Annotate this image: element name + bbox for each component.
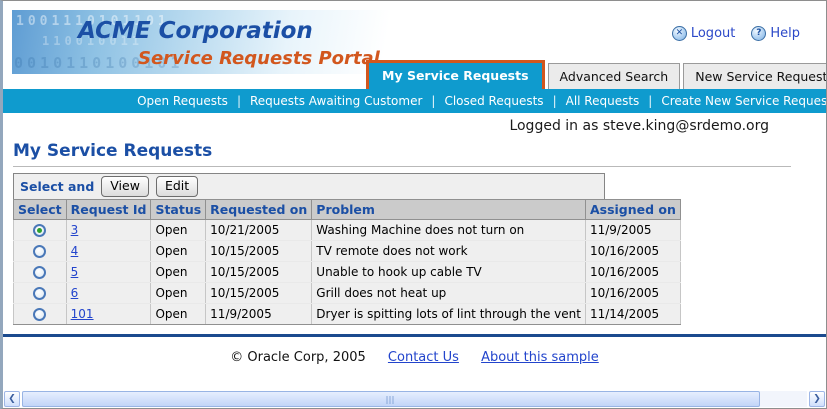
scroll-left-arrow[interactable]: ❮ <box>4 391 20 407</box>
status-cell: Open <box>150 261 207 283</box>
nav-separator: | <box>648 94 653 108</box>
column-header-requested-on: Requested on <box>205 199 313 220</box>
problem-cell: Grill does not heat up <box>311 282 586 304</box>
secondary-navbar: Open Requests | Requests Awaiting Custom… <box>3 89 826 113</box>
table-toolbar: Select and View Edit <box>13 173 605 199</box>
contact-us-link[interactable]: Contact Us <box>387 350 459 365</box>
logout-label: Logout <box>690 26 736 41</box>
table-row: 5 Open 10/15/2005 Unable to hook up cabl… <box>13 261 681 283</box>
problem-cell: Unable to hook up cable TV <box>311 261 586 283</box>
problem-cell: Dryer is spitting lots of lint through t… <box>311 303 586 325</box>
nav-separator: | <box>431 94 436 108</box>
assigned-on-cell: 10/16/2005 <box>584 282 681 304</box>
problem-cell: TV remote does not work <box>311 240 586 262</box>
page-title: My Service Requests <box>13 141 213 161</box>
nav-open-requests[interactable]: Open Requests <box>137 94 228 108</box>
page-footer: © Oracle Corp, 2005 Contact Us About thi… <box>3 350 826 365</box>
request-id-link[interactable]: 4 <box>70 244 79 258</box>
column-header-status: Status <box>150 199 207 220</box>
request-id-link[interactable]: 5 <box>70 265 79 279</box>
help-icon: ? <box>751 26 767 41</box>
title-divider <box>13 166 791 167</box>
row-select-radio[interactable] <box>33 266 47 279</box>
nav-closed-requests[interactable]: Closed Requests <box>444 94 544 108</box>
requested-on-cell: 10/15/2005 <box>205 240 313 262</box>
edit-button[interactable]: Edit <box>155 175 199 198</box>
table-row: 6 Open 10/15/2005 Grill does not heat up… <box>13 282 681 304</box>
request-id-link[interactable]: 101 <box>70 307 94 321</box>
requested-on-cell: 10/21/2005 <box>205 219 313 241</box>
column-header-problem: Problem <box>311 199 586 220</box>
problem-cell: Washing Machine does not turn on <box>311 219 586 241</box>
help-link[interactable]: ? Help <box>751 26 800 41</box>
table-row: 101 Open 11/9/2005 Dryer is spitting lot… <box>13 303 681 325</box>
tab-advanced-search[interactable]: Advanced Search <box>547 63 681 89</box>
app-banner: 1001110101101 0010110100101 110010011 AC… <box>12 10 414 74</box>
select-and-label: Select and <box>20 179 95 194</box>
scrollbar-thumb[interactable] <box>22 391 760 407</box>
service-requests-table: Select Request Id Status Requested on Pr… <box>13 199 681 325</box>
scroll-right-arrow[interactable]: ❯ <box>809 391 825 407</box>
table-row: 3 Open 10/21/2005 Washing Machine does n… <box>13 219 681 241</box>
nav-requests-awaiting-customer[interactable]: Requests Awaiting Customer <box>249 94 423 108</box>
logged-in-status: Logged in as steve.king@srdemo.org <box>509 118 769 134</box>
assigned-on-cell: 11/9/2005 <box>584 219 681 241</box>
status-cell: Open <box>150 282 207 304</box>
column-header-request-id: Request Id <box>65 199 152 220</box>
row-select-radio[interactable] <box>33 245 47 258</box>
assigned-on-cell: 10/16/2005 <box>584 240 681 262</box>
horizontal-scrollbar: ❮ ❯ <box>3 390 826 408</box>
status-cell: Open <box>150 219 207 241</box>
row-select-radio[interactable] <box>33 308 47 321</box>
nav-separator: | <box>552 94 557 108</box>
requested-on-cell: 11/9/2005 <box>205 303 313 325</box>
copyright-text: © Oracle Corp, 2005 <box>230 350 366 365</box>
assigned-on-cell: 10/16/2005 <box>584 261 681 283</box>
tab-new-service-request[interactable]: New Service Request <box>683 63 826 89</box>
footer-divider <box>3 334 826 337</box>
status-cell: Open <box>150 303 207 325</box>
view-button[interactable]: View <box>101 175 149 198</box>
row-select-radio[interactable] <box>33 287 47 300</box>
nav-all-requests[interactable]: All Requests <box>565 94 640 108</box>
main-content: Logged in as steve.king@srdemo.org My Se… <box>3 113 826 390</box>
logout-icon: ✕ <box>671 26 687 41</box>
column-header-select: Select <box>13 199 67 220</box>
tab-my-service-requests[interactable]: My Service Requests <box>366 60 545 89</box>
request-id-link[interactable]: 3 <box>70 223 79 237</box>
page-header: 1001110101101 0010110100101 110010011 AC… <box>3 1 826 89</box>
help-label: Help <box>770 26 800 41</box>
about-this-sample-link[interactable]: About this sample <box>481 350 599 365</box>
assigned-on-cell: 11/14/2005 <box>584 303 681 325</box>
logout-link[interactable]: ✕ Logout <box>671 26 736 41</box>
row-select-radio[interactable] <box>33 224 47 237</box>
tab-bar: My Service Requests Advanced Search New … <box>366 60 826 89</box>
requested-on-cell: 10/15/2005 <box>205 282 313 304</box>
request-id-link[interactable]: 6 <box>70 286 79 300</box>
requested-on-cell: 10/15/2005 <box>205 261 313 283</box>
nav-create-new-service-request[interactable]: Create New Service Request <box>661 94 827 108</box>
service-requests-table-block: Select and View Edit Select Request Id S… <box>13 173 681 325</box>
table-row: 4 Open 10/15/2005 TV remote does not wor… <box>13 240 681 262</box>
portal-name: Service Requests Portal <box>138 48 380 69</box>
session-links: ✕ Logout ? Help <box>671 26 800 41</box>
column-header-assigned-on: Assigned on <box>584 199 681 220</box>
table-header-row: Select Request Id Status Requested on Pr… <box>13 199 681 220</box>
nav-separator: | <box>236 94 241 108</box>
status-cell: Open <box>150 240 207 262</box>
scrollbar-track[interactable] <box>22 391 807 407</box>
company-name: ACME Corporation <box>78 18 313 44</box>
